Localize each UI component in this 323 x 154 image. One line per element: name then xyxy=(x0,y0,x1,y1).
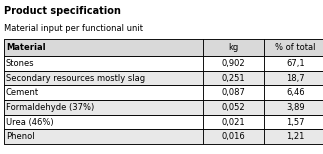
Text: Product specification: Product specification xyxy=(4,6,121,16)
Text: Material: Material xyxy=(6,43,46,52)
Bar xyxy=(264,100,323,115)
Text: Material input per functional unit: Material input per functional unit xyxy=(4,24,143,33)
Text: kg: kg xyxy=(228,43,238,52)
Text: Phenol: Phenol xyxy=(6,132,35,141)
Bar xyxy=(264,71,323,85)
Bar xyxy=(4,85,203,100)
Bar xyxy=(4,100,203,115)
Bar xyxy=(4,115,323,129)
Text: Stones: Stones xyxy=(6,59,35,68)
Text: 0,016: 0,016 xyxy=(221,132,245,141)
Text: 0,021: 0,021 xyxy=(221,118,245,127)
Text: 1,57: 1,57 xyxy=(286,118,305,127)
Text: 1,21: 1,21 xyxy=(286,132,305,141)
Text: 0,052: 0,052 xyxy=(221,103,245,112)
Text: 3,89: 3,89 xyxy=(286,103,305,112)
Bar xyxy=(4,129,203,144)
Bar xyxy=(264,115,323,129)
Text: 0,087: 0,087 xyxy=(221,88,245,97)
Bar xyxy=(203,129,264,144)
Bar xyxy=(264,56,323,71)
Text: % of total: % of total xyxy=(275,43,316,52)
Bar xyxy=(203,100,264,115)
Bar xyxy=(4,71,203,85)
Bar xyxy=(264,129,323,144)
Bar xyxy=(4,38,323,56)
Text: Secondary resources mostly slag: Secondary resources mostly slag xyxy=(6,74,145,83)
Bar xyxy=(4,56,323,71)
Bar xyxy=(203,38,264,56)
Bar xyxy=(203,56,264,71)
Bar xyxy=(4,129,323,144)
Text: 6,46: 6,46 xyxy=(286,88,305,97)
Bar xyxy=(4,100,323,115)
Text: 18,7: 18,7 xyxy=(286,74,305,83)
Bar xyxy=(203,71,264,85)
Bar xyxy=(203,85,264,100)
Bar xyxy=(4,38,203,56)
Bar xyxy=(264,85,323,100)
Bar xyxy=(4,85,323,100)
Bar xyxy=(4,56,203,71)
Text: 67,1: 67,1 xyxy=(286,59,305,68)
Bar xyxy=(4,115,203,129)
Bar xyxy=(203,115,264,129)
Text: 0,251: 0,251 xyxy=(221,74,245,83)
Text: Formaldehyde (37%): Formaldehyde (37%) xyxy=(6,103,94,112)
Text: Cement: Cement xyxy=(6,88,39,97)
Text: Urea (46%): Urea (46%) xyxy=(6,118,53,127)
Bar xyxy=(264,38,323,56)
Bar xyxy=(4,71,323,85)
Text: 0,902: 0,902 xyxy=(221,59,245,68)
